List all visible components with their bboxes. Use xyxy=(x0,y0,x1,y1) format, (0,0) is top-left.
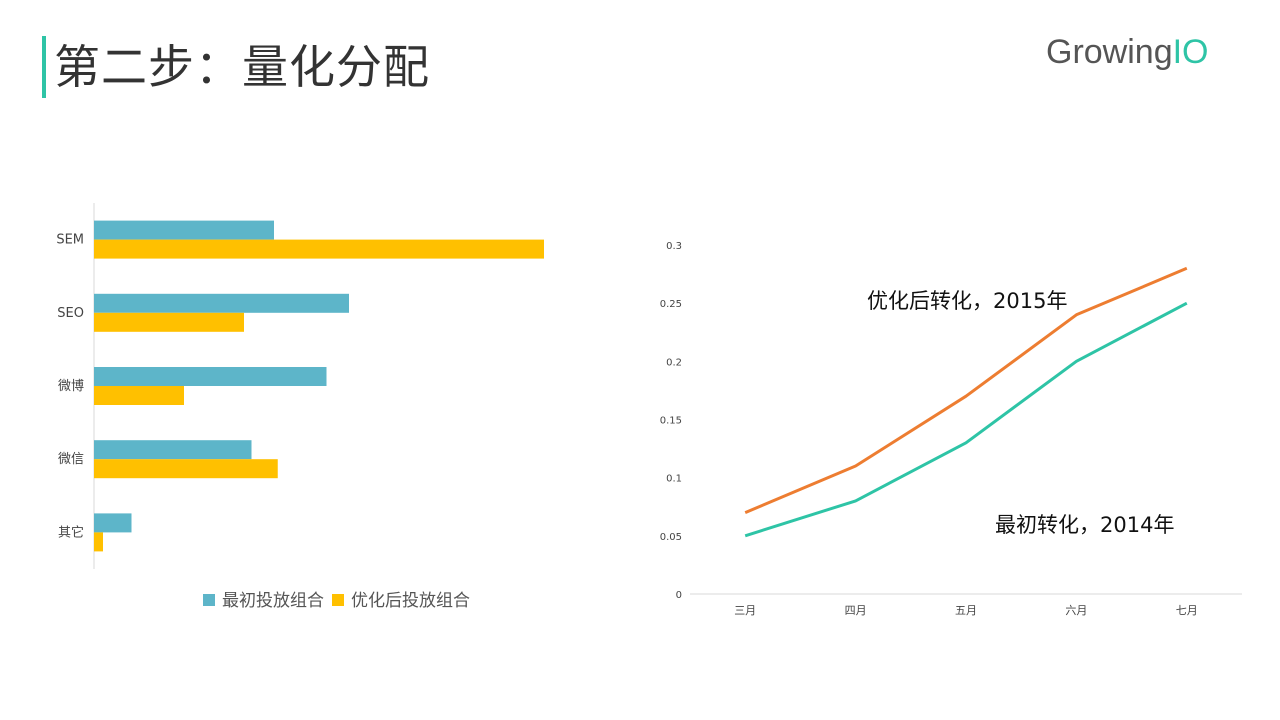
legend-swatch xyxy=(203,594,215,606)
legend-label: 最初投放组合 xyxy=(222,591,324,611)
title-accent-bar xyxy=(42,36,46,98)
annotation-2014: 最初转化，2014年 xyxy=(995,513,1174,537)
bar xyxy=(94,532,103,552)
logo-main-text: Growing xyxy=(1046,33,1173,71)
bar-category-label: SEM xyxy=(56,233,84,248)
y-tick-label: 0.15 xyxy=(660,416,682,427)
bar xyxy=(94,440,252,460)
legend-swatch xyxy=(332,594,344,606)
x-tick-label: 三月 xyxy=(734,604,756,617)
growingio-logo: GrowingIO xyxy=(1046,30,1209,74)
x-tick-label: 七月 xyxy=(1176,604,1198,617)
logo-accent-text: IO xyxy=(1172,33,1209,71)
y-tick-label: 0.05 xyxy=(660,532,682,543)
page-title: 第二步：量化分配 xyxy=(54,40,430,94)
bar xyxy=(94,367,327,386)
bar-category-label: 微信 xyxy=(58,452,84,467)
bar xyxy=(94,293,349,313)
bar-category-label: SEO xyxy=(57,306,84,321)
bar xyxy=(94,459,278,479)
y-tick-label: 0.3 xyxy=(666,241,682,252)
bar xyxy=(94,312,244,332)
legend-label: 优化后投放组合 xyxy=(351,591,470,611)
x-tick-label: 四月 xyxy=(845,604,867,617)
annotation-2015: 优化后转化，2015年 xyxy=(867,289,1067,313)
bar xyxy=(94,220,274,240)
bar xyxy=(94,513,132,533)
bar xyxy=(94,239,544,259)
series-line xyxy=(744,301,1188,538)
x-tick-label: 六月 xyxy=(1065,604,1087,617)
y-tick-label: 0.1 xyxy=(666,474,682,485)
y-tick-label: 0.2 xyxy=(666,357,682,368)
y-tick-label: 0 xyxy=(676,590,682,601)
bar xyxy=(94,386,184,405)
bar-category-label: 其它 xyxy=(58,524,84,540)
series-line xyxy=(744,266,1188,514)
y-tick-label: 0.25 xyxy=(660,299,682,310)
bar-category-label: 微博 xyxy=(58,379,84,394)
x-tick-label: 五月 xyxy=(955,604,977,617)
